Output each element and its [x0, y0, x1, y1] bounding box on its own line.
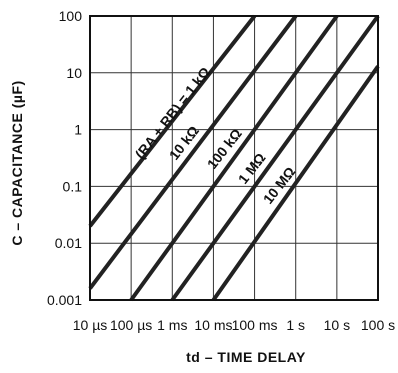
x-axis-title: td – TIME DELAY [186, 349, 306, 365]
series-label-10k: 10 kΩ [166, 123, 202, 163]
x-tick-label-1: 100 µs [110, 317, 152, 333]
x-tick-label-3: 10 ms [194, 317, 232, 333]
y-tick-label-4: 10 [66, 65, 82, 81]
y-tick-label-2: 0.1 [63, 178, 83, 194]
x-tick-label-0: 10 µs [73, 317, 108, 333]
x-tick-label-7: 100 s [361, 317, 395, 333]
series-label-1m: 1 MΩ [235, 150, 269, 187]
plot-frame [89, 15, 379, 301]
x-tick-label-5: 1 s [286, 317, 305, 333]
series-line-4 [211, 65, 380, 302]
y-tick-labels: 0.001 0.01 0.1 1 10 100 [47, 8, 82, 308]
x-tick-label-2: 1 ms [157, 317, 187, 333]
y-axis-title: C – CAPACITANCE (µF) [9, 80, 25, 245]
series-line-2 [129, 14, 339, 302]
y-tick-label-5: 100 [59, 8, 83, 24]
series-line-0 [88, 14, 257, 228]
x-tick-labels: 10 µs 100 µs 1 ms 10 ms 100 ms 1 s 10 s 100 s [73, 317, 395, 333]
series-line-3 [170, 14, 380, 302]
series-lines [88, 14, 380, 302]
x-tick-label-6: 10 s [324, 317, 350, 333]
series-line-1 [88, 14, 298, 290]
y-tick-label-1: 0.01 [55, 235, 82, 251]
y-tick-label-3: 1 [74, 122, 82, 138]
x-tick-label-4: 100 ms [232, 317, 278, 333]
y-tick-label-0: 0.001 [47, 292, 82, 308]
